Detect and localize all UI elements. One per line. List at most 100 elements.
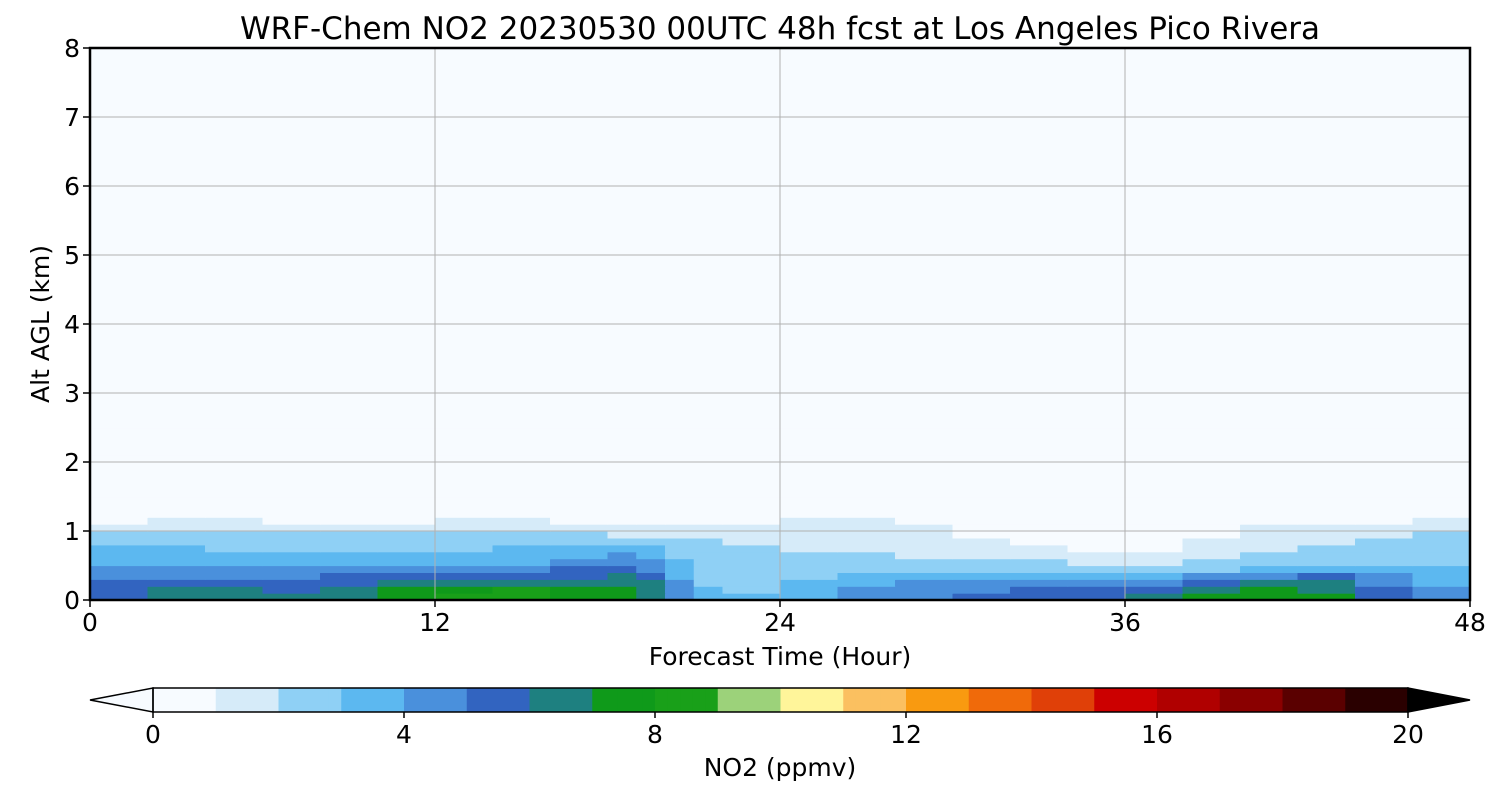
colorbar-segment [1182, 688, 1196, 712]
contour-cell [952, 558, 1011, 567]
colorbar-segment [981, 688, 995, 712]
colorbar-extend-max [1407, 687, 1471, 713]
contour-cell [1297, 441, 1356, 456]
contour-cell [1067, 572, 1126, 580]
contour-cell [952, 579, 1011, 587]
contour-cell [1182, 510, 1241, 518]
colorbar-segment [516, 688, 530, 712]
colorbar-segment [391, 688, 405, 712]
contour-cell [1182, 558, 1241, 567]
contour-cell [262, 586, 321, 594]
contour-cell [1010, 441, 1069, 456]
contour-cell [90, 586, 149, 594]
colorbar-segment [1119, 688, 1133, 712]
colorbar-segment [893, 688, 907, 712]
contour-cell [550, 537, 609, 546]
colorbar-segment [1257, 688, 1271, 712]
contour-cell [492, 544, 551, 553]
contour-cell [1240, 537, 1299, 546]
contour-cell [492, 496, 551, 511]
contour-cell [262, 572, 321, 580]
contour-cell [1412, 524, 1471, 532]
contour-cell [262, 524, 321, 532]
contour-cell [262, 551, 321, 560]
contour-cell [262, 579, 321, 587]
contour-cell [607, 517, 637, 525]
contour-cell [1240, 586, 1299, 594]
colorbar-segment [278, 688, 292, 712]
contour-cell [693, 427, 724, 442]
contour-cell [1355, 496, 1414, 511]
contour-cell [607, 524, 637, 532]
contour-cell [90, 524, 149, 532]
contour-cell [665, 565, 695, 573]
contour-cell [1240, 572, 1299, 580]
y-tick-label: 5 [64, 241, 80, 270]
contour-cell [147, 537, 206, 546]
contour-cell [1182, 565, 1241, 573]
contour-cell [1297, 586, 1356, 594]
contour-cell [780, 558, 839, 567]
contour-cell [377, 565, 436, 573]
contour-cell [1412, 551, 1471, 560]
contour-cell [665, 468, 695, 484]
contour-cell [377, 551, 436, 560]
y-tick-label: 6 [64, 172, 80, 201]
contour-cell [435, 468, 494, 484]
contour-cell [1010, 565, 1069, 573]
colorbar-segment [366, 688, 380, 712]
colorbar-segment [529, 688, 543, 712]
contour-cell [1297, 551, 1356, 560]
contour-cell [636, 468, 666, 484]
contour-cell [693, 510, 724, 518]
contour-cell [837, 593, 896, 601]
colorbar-segment [491, 688, 505, 712]
y-tick-label: 0 [64, 586, 80, 615]
contour-cell [780, 482, 839, 498]
contour-cell [1355, 482, 1414, 498]
contour-cell [665, 572, 695, 580]
contour-cell [780, 551, 839, 560]
contour-cell [550, 565, 609, 573]
contour-cell [1240, 558, 1299, 567]
contour-cell [147, 579, 206, 587]
contour-cell [1355, 586, 1414, 594]
contour-cell [90, 531, 149, 539]
contour-cell [952, 572, 1011, 580]
colorbar-segment [717, 688, 731, 712]
contour-cell [550, 558, 609, 567]
contour-cell [837, 482, 896, 498]
contour-cell [693, 586, 724, 594]
contour-cell [90, 593, 149, 601]
contour-cell [147, 517, 206, 525]
contour-cell [1412, 427, 1471, 442]
contour-cell [636, 551, 666, 560]
contour-cell [90, 48, 149, 429]
contour-cell [205, 531, 264, 539]
contour-cell [262, 593, 321, 601]
contour-cell [205, 579, 264, 587]
contour-cell [607, 565, 637, 573]
colorbar-segment [291, 688, 305, 712]
contour-cell [665, 593, 695, 601]
contour-cell [1355, 517, 1414, 525]
contour-cell [636, 586, 666, 594]
contour-cell [895, 593, 954, 601]
contour-cell [607, 48, 637, 429]
contour-cell [1125, 558, 1184, 567]
contour-cell [492, 524, 551, 532]
contour-cell [722, 565, 781, 573]
contour-cell [837, 468, 896, 484]
contour-cell [550, 48, 609, 429]
contour-cell [895, 496, 954, 511]
contour-cell [636, 48, 666, 429]
contour-cell [1297, 593, 1356, 601]
contour-cell [1412, 558, 1471, 567]
contour-cell [1355, 593, 1414, 601]
contour-cell [262, 496, 321, 511]
contour-cell [147, 482, 206, 498]
contour-cell [262, 558, 321, 567]
contour-cell [320, 579, 379, 587]
contour-cell [147, 586, 206, 594]
contour-cell [895, 572, 954, 580]
